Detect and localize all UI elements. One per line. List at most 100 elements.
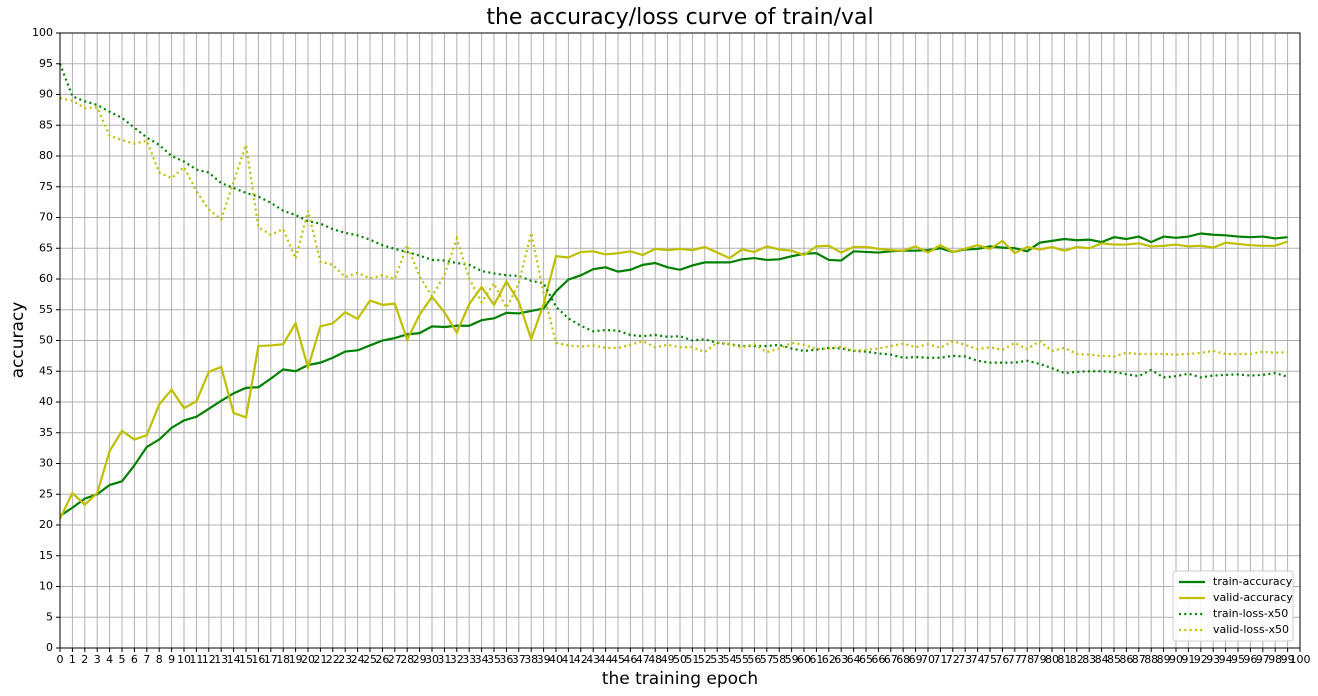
x-tick-label: 0 [57, 653, 64, 666]
y-tick-label: 80 [39, 149, 53, 162]
x-tick-label: 2 [81, 653, 88, 666]
x-tick-label: 33 [462, 653, 476, 666]
x-tick-label: 52 [698, 653, 712, 666]
y-tick-label: 20 [39, 518, 53, 531]
x-tick-label: 25 [363, 653, 377, 666]
x-tick-label: 38 [524, 653, 538, 666]
x-tick-label: 23 [338, 653, 352, 666]
x-tick-label: 44 [599, 653, 613, 666]
x-tick-label: 100 [1290, 653, 1311, 666]
lines [58, 63, 1288, 520]
x-tick-label: 26 [375, 653, 389, 666]
y-tick-label: 25 [39, 487, 53, 500]
x-tick-label: 97 [1256, 653, 1270, 666]
x-tick-label: 1 [69, 653, 76, 666]
x-tick-label: 11 [189, 653, 203, 666]
x-tick-label: 74 [971, 653, 985, 666]
x-tick-label: 5 [119, 653, 126, 666]
x-tick-label: 86 [1119, 653, 1133, 666]
y-tick-label: 5 [46, 610, 53, 623]
x-tick-label: 96 [1243, 653, 1257, 666]
x-tick-label: 66 [871, 653, 885, 666]
x-tick-label: 46 [623, 653, 637, 666]
y-tick-label: 40 [39, 395, 53, 408]
chart-title: the accuracy/loss curve of train/val [486, 5, 873, 30]
y-tick-label: 35 [39, 426, 53, 439]
series-line [58, 63, 1288, 379]
grid [59, 32, 1301, 649]
legend: train-accuracy valid-accuracy train-loss-x… [1172, 570, 1294, 642]
x-tick-label: 78 [1020, 653, 1034, 666]
x-tick-label: 16 [251, 653, 265, 666]
y-tick-label: 45 [39, 364, 53, 377]
legend-label: train-loss-x50 [1213, 607, 1288, 620]
x-tick-label: 6 [131, 653, 138, 666]
y-tick-label: 65 [39, 241, 53, 254]
x-tick-label: 18 [276, 653, 290, 666]
x-tick-label: 91 [1181, 653, 1195, 666]
x-tick-label: 60 [797, 653, 811, 666]
y-tick-label: 30 [39, 457, 53, 470]
x-tick-label: 28 [400, 653, 414, 666]
legend-label: train-accuracy [1213, 575, 1293, 588]
x-tick-label: 89 [1157, 653, 1171, 666]
x-tick-label: 20 [301, 653, 315, 666]
x-tick-label: 27 [388, 653, 402, 666]
y-tick-label: 95 [39, 57, 53, 70]
x-tick-label: 77 [1008, 653, 1022, 666]
x-tick-label: 4 [106, 653, 113, 666]
x-tick-label: 34 [475, 653, 489, 666]
x-tick-label: 10 [177, 653, 191, 666]
x-tick-label: 71 [933, 653, 947, 666]
x-tick-label: 51 [685, 653, 699, 666]
y-tick-label: 0 [46, 641, 53, 654]
x-tick-label: 42 [574, 653, 588, 666]
x-tick-label: 54 [723, 653, 737, 666]
x-tick-label: 83 [1082, 653, 1096, 666]
x-tick-label: 56 [747, 653, 761, 666]
x-tick-label: 95 [1231, 653, 1245, 666]
x-tick-label: 94 [1219, 653, 1233, 666]
x-tick-label: 58 [772, 653, 786, 666]
x-tick-label: 99 [1281, 653, 1295, 666]
x-tick-label: 90 [1169, 653, 1183, 666]
x-tick-label: 40 [549, 653, 563, 666]
x-tick-label: 80 [1045, 653, 1059, 666]
y-tick-label: 15 [39, 549, 53, 562]
x-tick-label: 17 [264, 653, 278, 666]
ticks: 0 1 2 3 4 5 6 7 8 9 101112131415161718192021222324… [32, 26, 1311, 666]
x-tick-label: 79 [1033, 653, 1047, 666]
y-tick-label: 75 [39, 180, 53, 193]
x-tick-label: 47 [636, 653, 650, 666]
legend-label: valid-accuracy [1213, 591, 1293, 604]
x-tick-label: 65 [859, 653, 873, 666]
x-tick-label: 45 [611, 653, 625, 666]
x-tick-label: 55 [735, 653, 749, 666]
legend-box [1172, 570, 1294, 642]
x-tick-label: 24 [351, 653, 365, 666]
x-tick-label: 19 [289, 653, 303, 666]
x-tick-label: 85 [1107, 653, 1121, 666]
x-tick-label: 30 [425, 653, 439, 666]
x-tick-label: 63 [834, 653, 848, 666]
x-tick-label: 31 [437, 653, 451, 666]
x-tick-label: 67 [884, 653, 898, 666]
x-tick-label: 43 [586, 653, 600, 666]
x-tick-label: 53 [710, 653, 724, 666]
x-tick-label: 84 [1095, 653, 1109, 666]
y-tick-label: 50 [39, 334, 53, 347]
x-tick-label: 88 [1144, 653, 1158, 666]
series-line [59, 239, 1288, 520]
x-tick-label: 15 [239, 653, 253, 666]
x-tick-label: 59 [785, 653, 799, 666]
x-tick-label: 12 [202, 653, 216, 666]
x-tick-label: 49 [661, 653, 675, 666]
x-tick-label: 61 [809, 653, 823, 666]
x-tick-label: 41 [561, 653, 575, 666]
x-tick-label: 70 [921, 653, 935, 666]
x-tick-label: 93 [1206, 653, 1220, 666]
y-tick-label: 85 [39, 118, 53, 131]
x-tick-label: 64 [847, 653, 861, 666]
